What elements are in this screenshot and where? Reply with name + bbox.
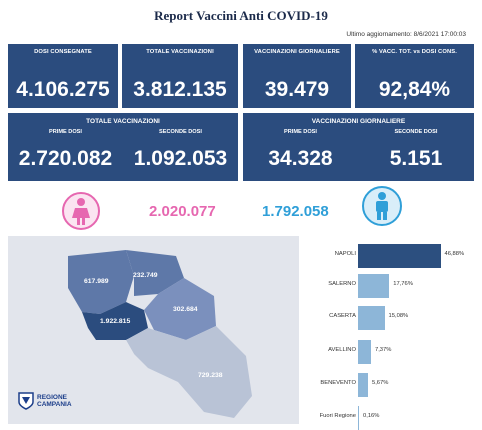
giornaliere-seconde-value: 5.151 [389, 147, 443, 170]
campania-map: 617.989 232.749 302.684 1.922.815 729.23… [8, 236, 299, 424]
provinces-map-svg [68, 250, 252, 418]
bar-category-label: SALERNO [328, 281, 356, 287]
bar-row: BENEVENTO 5,67% [306, 371, 476, 397]
totale-seconde-label: SECONDE DOSI [159, 129, 202, 135]
totale-prime-label: PRIME DOSI [49, 129, 82, 135]
kpi-value: 92,84% [378, 78, 451, 101]
bar-category-label: AVELLINO [328, 347, 356, 353]
giornaliere-prime-value: 34.328 [268, 147, 333, 170]
male-person-icon [362, 186, 402, 226]
kpi-label: VACCINAZIONI GIORNALIERE [254, 49, 340, 55]
province-caserta [68, 250, 134, 314]
province-salerno [126, 326, 252, 418]
giornaliere-title: VACCINAZIONI GIORNALIERE [311, 118, 406, 125]
totale-title: TOTALE VACCINAZIONI [86, 118, 160, 125]
kpi-value: 4.106.275 [16, 78, 110, 101]
gulf-coast [96, 340, 134, 354]
map-label-avellino: 302.684 [173, 306, 198, 313]
bar [358, 373, 368, 397]
map-label-benevento: 232.749 [133, 272, 158, 279]
regione-shield-icon [18, 392, 34, 410]
kpi-label: DOSI CONSEGNATE [34, 49, 92, 55]
bar [358, 274, 390, 298]
vaccinazioni-giornaliere-card: VACCINAZIONI GIORNALIERE PRIME DOSI SECO… [243, 113, 474, 181]
bar-category-label: BENEVENTO [320, 380, 356, 386]
kpi-label: % VACC. TOT. vs DOSI CONS. [372, 49, 457, 55]
totale-vaccinazioni-card: TOTALE VACCINAZIONI PRIME DOSI SECONDE D… [8, 113, 238, 181]
kpi-value: 39.479 [264, 78, 330, 101]
male-vaccinated-value: 1.792.058 [262, 203, 329, 220]
bar [358, 340, 371, 364]
map-label-caserta: 617.989 [84, 278, 109, 285]
bar [358, 406, 359, 430]
kpi-card-dosi-consegnate: DOSI CONSEGNATE 4.106.275 [8, 44, 118, 108]
bar-row: SALERNO 17,76% [306, 272, 476, 298]
female-vaccinated-value: 2.020.077 [149, 203, 216, 220]
bar-category-label: Fuori Regione [319, 413, 356, 419]
bar-category-label: CASERTA [329, 313, 356, 319]
logo-line1: REGIONE [37, 394, 67, 401]
kpi-card-vaccinazioni-giornaliere: VACCINAZIONI GIORNALIERE 39.479 [243, 44, 351, 108]
bar-value-label: 46,88% [444, 251, 465, 257]
logo-line2: CAMPANIA [37, 401, 72, 408]
kpi-value: 3.812.135 [133, 78, 227, 101]
bar-category-label: NAPOLI [334, 251, 356, 257]
kpi-label: TOTALE VACCINAZIONI [146, 49, 214, 55]
totale-seconde-value: 1.092.053 [133, 147, 228, 170]
report-title: Report Vaccini Anti COVID-19 [154, 8, 328, 23]
bar-row: CASERTA 15,08% [306, 304, 476, 330]
bar-row: Fuori Regione 0,16% [306, 404, 476, 430]
map-label-napoli: 1.922.815 [100, 318, 131, 325]
bar-value-label: 17,76% [393, 281, 413, 287]
province-avellino [144, 278, 216, 340]
bar-row: AVELLINO 7,37% [306, 338, 476, 364]
map-label-salerno: 729.238 [198, 372, 223, 379]
giornaliere-seconde-label: SECONDE DOSI [394, 129, 438, 135]
province-napoli [82, 302, 148, 340]
bar-value-label: 0,16% [363, 413, 380, 419]
last-updated-text: Ultimo aggiornamento: 8/6/2021 17:00:03 [346, 31, 466, 38]
bar-value-label: 5,67% [371, 380, 389, 386]
kpi-card-totale-vaccinazioni: TOTALE VACCINAZIONI 3.812.135 [122, 44, 238, 108]
giornaliere-prime-label: PRIME DOSI [284, 129, 317, 135]
totale-prime-value: 2.720.082 [18, 147, 113, 170]
kpi-card-percentuale: % VACC. TOT. vs DOSI CONS. 92,84% [355, 44, 474, 108]
bar [358, 244, 441, 268]
bar [358, 306, 385, 330]
province-benevento [126, 250, 184, 296]
bar-row: NAPOLI 46,88% [306, 242, 476, 268]
bar-value-label: 15,08% [388, 313, 409, 319]
regione-campania-logo: REGIONE CAMPANIA [18, 392, 72, 410]
bar-value-label: 7,37% [374, 347, 392, 353]
female-person-icon [62, 192, 100, 230]
